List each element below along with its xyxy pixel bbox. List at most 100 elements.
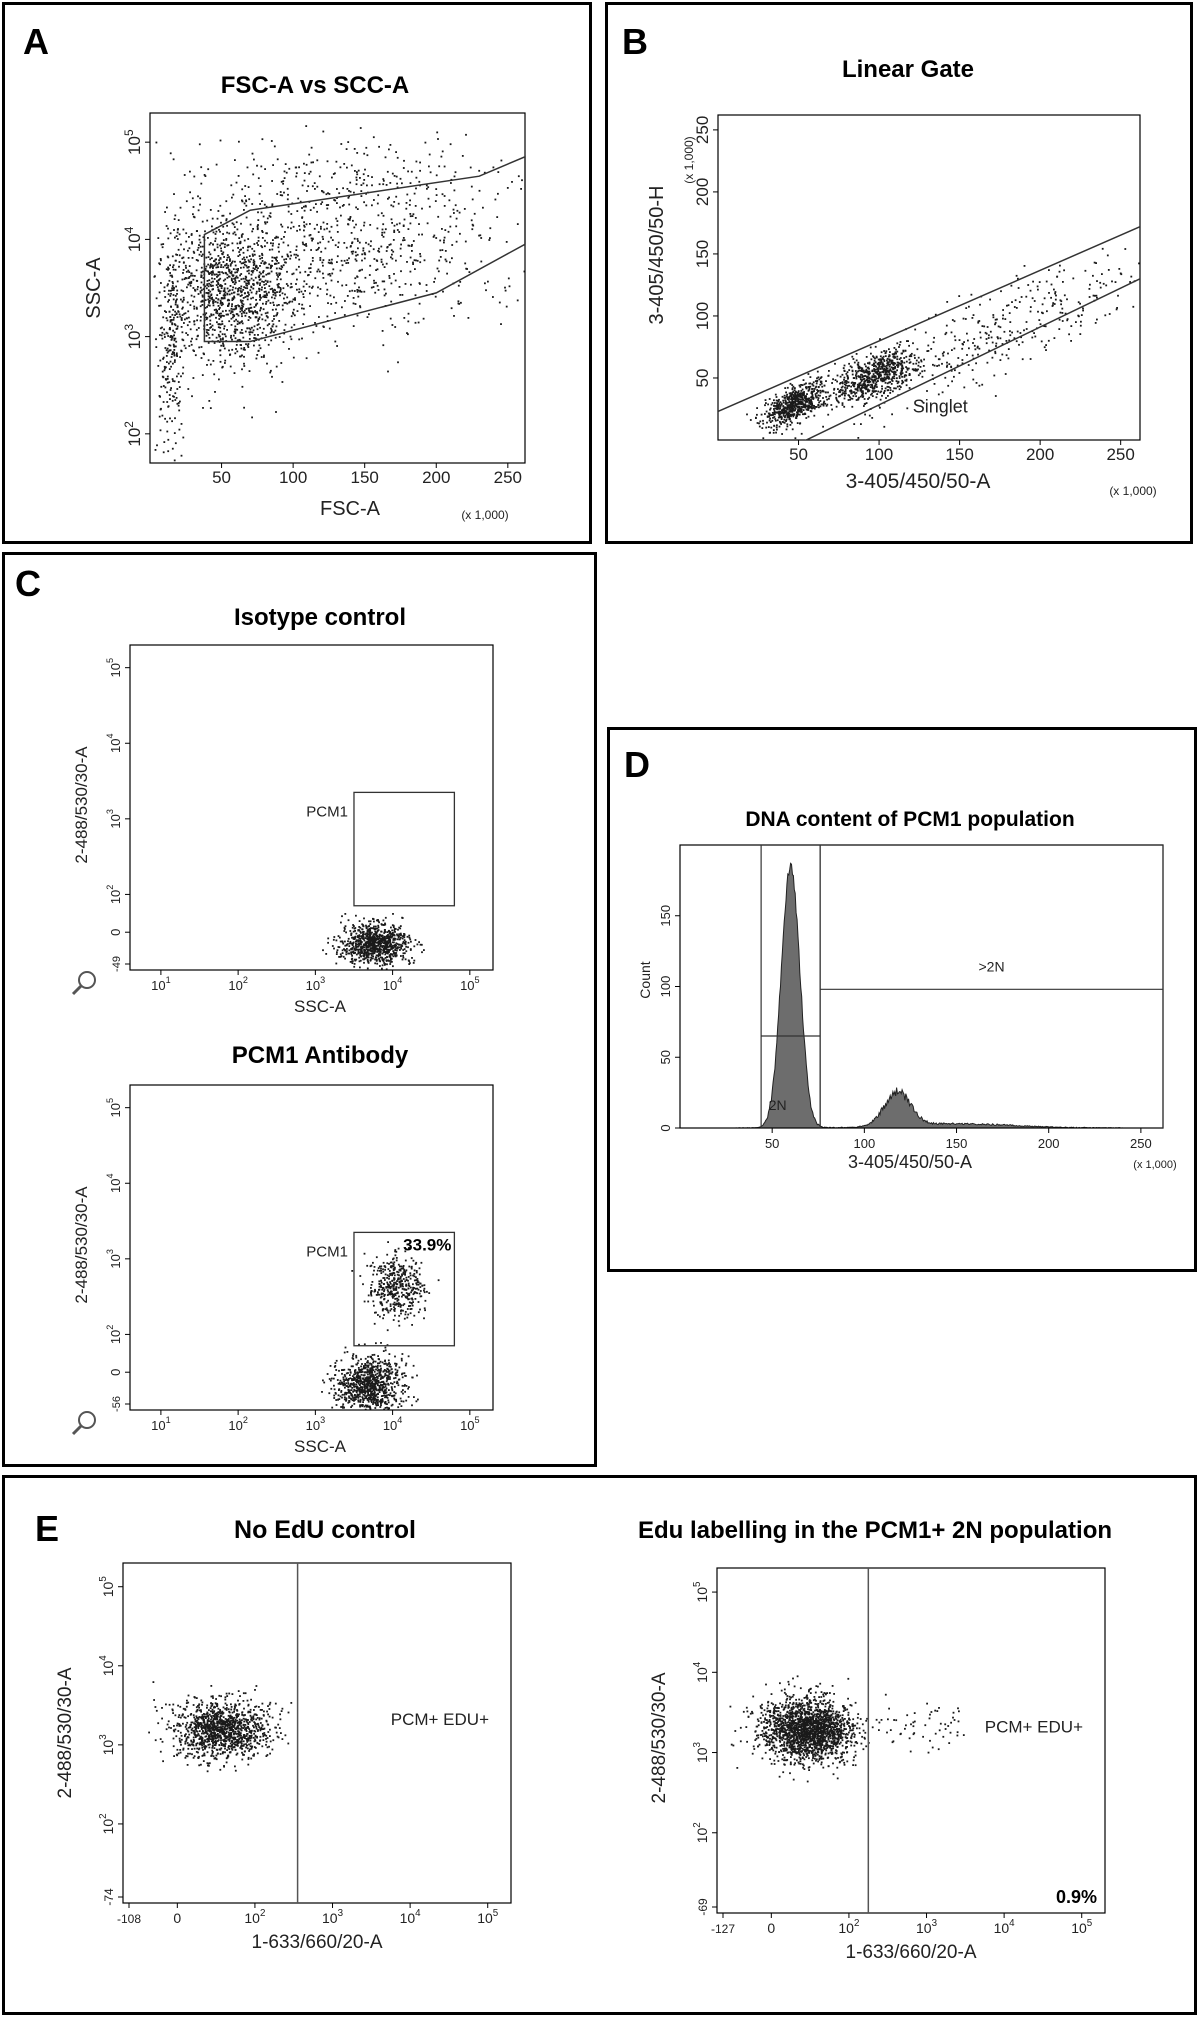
scatter-point	[799, 385, 802, 388]
scatter-point	[896, 377, 898, 380]
scatter-point	[208, 400, 211, 402]
scatter-point	[283, 170, 286, 173]
scatter-point	[411, 250, 413, 252]
scatter-point	[291, 273, 294, 276]
scatter-point	[249, 328, 252, 331]
scatter-point	[169, 389, 172, 391]
scatter-point	[378, 1371, 381, 1374]
scatter-point	[205, 331, 208, 334]
scatter-point	[374, 945, 376, 948]
scatter-point	[182, 228, 185, 231]
scatter-point	[898, 346, 900, 348]
scatter-point	[270, 266, 272, 268]
scatter-point	[218, 312, 221, 315]
scatter-point	[1101, 247, 1104, 250]
scatter-point	[841, 389, 844, 392]
y-min-label: -49	[111, 956, 123, 972]
scatter-point	[190, 234, 193, 236]
scatter-point	[223, 327, 225, 330]
scatter-point	[817, 376, 820, 379]
scatter-point	[305, 163, 308, 166]
scatter-point	[192, 250, 195, 253]
scatter-point	[280, 265, 283, 267]
scatter-point	[879, 363, 882, 365]
scatter-point	[780, 423, 782, 425]
scatter-point	[371, 945, 374, 947]
scatter-point	[817, 404, 820, 406]
scatter-point	[242, 246, 244, 249]
scatter-point	[872, 375, 874, 378]
scatter-point	[423, 949, 425, 951]
scatter-point	[390, 926, 392, 929]
scatter-point	[276, 312, 279, 314]
scatter-point	[178, 261, 181, 263]
scatter-point	[389, 932, 391, 935]
scatter-point	[867, 398, 869, 400]
scatter-point	[849, 365, 852, 368]
scatter-point	[813, 414, 816, 417]
scatter-point	[1059, 311, 1062, 314]
scatter-point	[995, 345, 997, 347]
scatter-point	[394, 952, 397, 954]
scatter-point	[864, 370, 867, 373]
scatter-point	[1001, 343, 1004, 345]
scatter-point	[387, 197, 389, 200]
scatter-point	[867, 372, 870, 375]
scatter-point	[345, 951, 348, 954]
scatter-point	[994, 321, 997, 324]
x-axis-label: FSC-A	[320, 498, 381, 520]
scatter-point	[776, 405, 779, 408]
scatter-point	[873, 390, 876, 392]
scatter-point	[192, 377, 195, 379]
scatter-point	[1019, 332, 1022, 334]
scatter-point	[879, 338, 881, 340]
scatter-point	[782, 399, 785, 402]
scatter-point	[250, 306, 253, 309]
scatter-point	[873, 369, 876, 371]
scatter-point	[261, 280, 263, 283]
scatter-point	[407, 941, 410, 944]
scatter-point	[225, 239, 228, 241]
scatter-point	[418, 223, 420, 225]
scatter-point	[219, 257, 222, 259]
scatter-point	[1088, 288, 1091, 290]
scatter-point	[483, 171, 486, 174]
scatter-point	[841, 381, 844, 383]
scatter-point	[240, 287, 242, 290]
scatter-point	[953, 335, 956, 338]
scatter-point	[236, 313, 239, 316]
scatter-point	[976, 346, 979, 349]
scatter-point	[890, 378, 893, 381]
scatter-point	[886, 357, 889, 360]
scatter-point	[175, 353, 178, 356]
scatter-point	[172, 268, 175, 271]
scatter-point	[186, 324, 189, 327]
scatter-point	[1029, 358, 1032, 360]
scatter-point	[791, 411, 794, 413]
scatter-point	[173, 459, 176, 462]
scatter-point	[261, 254, 264, 257]
scatter-point	[175, 313, 178, 315]
scatter-point	[395, 195, 398, 198]
scatter-point	[390, 300, 393, 303]
scatter-point	[360, 935, 363, 938]
scatter-point	[219, 354, 222, 357]
scatter-point	[837, 400, 839, 403]
scatter-point	[233, 226, 236, 228]
scatter-point	[223, 246, 226, 248]
scatter-point	[361, 259, 363, 262]
scatter-point	[354, 251, 357, 254]
scatter-point	[210, 297, 213, 300]
scatter-point	[1033, 300, 1036, 302]
scatter-point	[888, 358, 891, 361]
scatter-point	[179, 206, 182, 209]
scatter-point	[794, 394, 797, 397]
scatter-point	[393, 175, 396, 177]
scatter-point	[310, 249, 312, 251]
scatter-point	[166, 381, 169, 384]
scatter-point	[775, 426, 778, 429]
scatter-point	[295, 175, 298, 178]
scatter-point	[317, 231, 320, 233]
scatter-point	[893, 355, 896, 358]
scatter-point	[383, 288, 386, 291]
